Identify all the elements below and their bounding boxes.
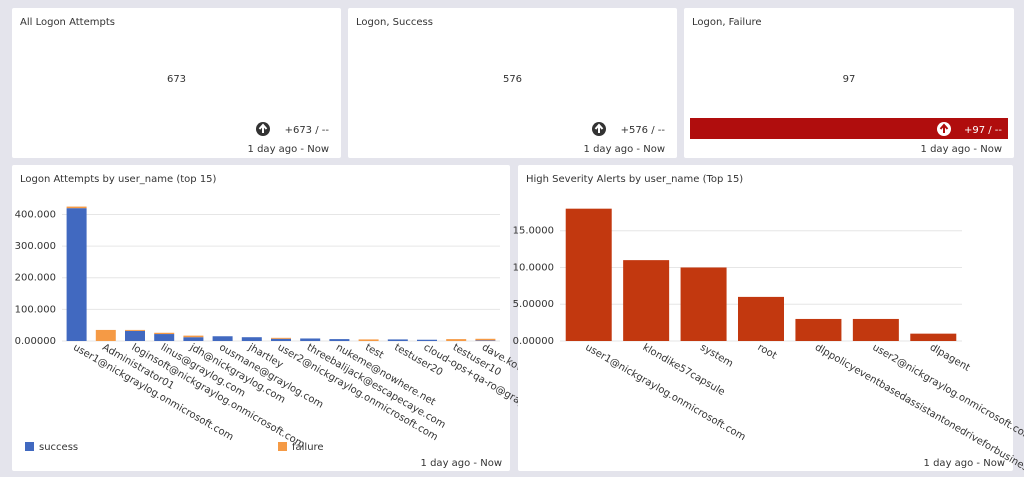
- y-tick-label: 10.0000: [513, 262, 554, 273]
- widget-panel: [348, 8, 677, 158]
- chart-title: High Severity Alerts by user_name (Top 1…: [526, 174, 743, 185]
- widget-title: Logon, Success: [356, 17, 433, 28]
- legend-label: success: [39, 442, 78, 453]
- stat-change: +673 / --: [285, 125, 330, 136]
- bar-segment: [66, 208, 87, 341]
- y-tick-label: 0.00000: [15, 336, 56, 347]
- bar: [680, 267, 727, 341]
- legend-label: failure: [292, 442, 324, 453]
- bar-segment: [183, 337, 204, 341]
- bar-segment: [241, 337, 262, 341]
- y-tick-label: 5.00000: [513, 299, 554, 310]
- y-tick-label: 400.000: [15, 209, 56, 220]
- bar: [795, 318, 842, 341]
- bar-segment: [475, 340, 496, 341]
- bar-segment: [125, 330, 145, 341]
- bar-segment: [358, 339, 379, 341]
- bar-segment: [300, 338, 321, 341]
- up-icon-arrow: [594, 123, 604, 133]
- y-tick-label: 100.000: [15, 304, 56, 315]
- bar-segment: [329, 339, 350, 341]
- widget-panel: [12, 8, 341, 158]
- y-tick-label: 200.000: [15, 273, 56, 284]
- legend-swatch: [278, 442, 287, 451]
- bar-segment: [154, 332, 175, 335]
- bar-segment: [154, 334, 175, 341]
- bar-segment: [271, 337, 291, 339]
- bar: [852, 318, 899, 341]
- bar: [738, 296, 784, 341]
- widget-title: Logon, Failure: [692, 17, 762, 28]
- bar-segment: [95, 329, 116, 341]
- bar-segment: [475, 338, 496, 341]
- bar-segment: [66, 206, 87, 209]
- stat-change: +576 / --: [621, 125, 666, 136]
- time-range: 1 day ago - Now: [421, 458, 502, 469]
- chart-title: Logon Attempts by user_name (top 15): [20, 174, 217, 185]
- bar-segment: [183, 335, 204, 338]
- stat-value: 97: [843, 74, 856, 85]
- bar-segment: [125, 329, 145, 331]
- time-range: 1 day ago - Now: [921, 144, 1002, 155]
- y-tick-label: 300.000: [15, 241, 56, 252]
- bar: [623, 260, 670, 341]
- stat-value: 673: [167, 74, 186, 85]
- time-range: 1 day ago - Now: [248, 144, 329, 155]
- bar: [565, 208, 612, 341]
- time-range: 1 day ago - Now: [584, 144, 665, 155]
- bar-segment: [212, 336, 233, 341]
- up-icon-arrow: [939, 123, 949, 133]
- widget-title: All Logon Attempts: [20, 17, 115, 28]
- up-icon-arrow: [258, 123, 268, 133]
- alert-bar: [690, 118, 1008, 139]
- chart-panel: [12, 165, 510, 471]
- bar-segment: [446, 339, 467, 341]
- bar: [910, 333, 957, 341]
- legend-swatch: [25, 442, 34, 451]
- stat-change: +97 / --: [964, 125, 1002, 136]
- y-tick-label: 15.0000: [513, 226, 554, 237]
- bar-segment: [271, 338, 291, 341]
- bar-segment: [417, 339, 437, 341]
- time-range: 1 day ago - Now: [924, 458, 1005, 469]
- y-tick-label: 0.00000: [513, 336, 554, 347]
- bar-segment: [387, 339, 408, 341]
- stat-value: 576: [503, 74, 522, 85]
